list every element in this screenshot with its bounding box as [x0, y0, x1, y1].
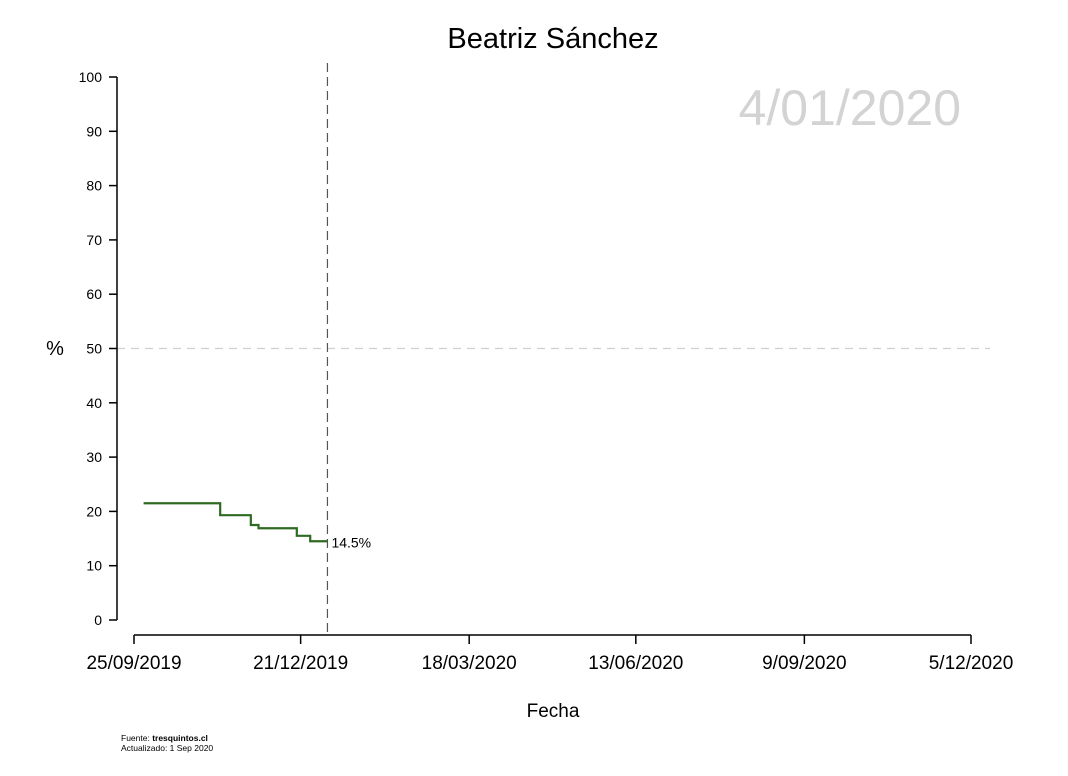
y-axis: 0 10 20 30 40 50 60 70 80 90 100	[79, 69, 118, 628]
y-tick-label: 80	[86, 178, 102, 194]
y-tick-label: 90	[86, 123, 102, 139]
x-tick-label: 21/12/2019	[253, 653, 348, 674]
footer: Fuente: tresquintos.cl Actualizado: 1 Se…	[121, 733, 213, 753]
x-axis-label: Fecha	[527, 701, 580, 722]
x-tick-label: 13/06/2020	[588, 653, 683, 674]
series-line	[143, 502, 328, 543]
series-end-label: 14.5%	[331, 534, 371, 550]
y-tick-label: 0	[94, 612, 102, 628]
x-tick-label: 9/09/2020	[762, 653, 847, 674]
y-tick-label: 30	[86, 449, 102, 465]
x-tick-label: 5/12/2020	[929, 653, 1014, 674]
x-tick-label: 18/03/2020	[422, 653, 517, 674]
y-axis-label: %	[46, 338, 64, 360]
y-tick-label: 60	[86, 286, 102, 302]
y-tick-label: 100	[79, 69, 103, 85]
footer-source: Fuente: tresquintos.cl	[121, 733, 213, 743]
y-tick-label: 50	[86, 341, 102, 357]
y-tick-label: 20	[86, 503, 102, 519]
series-layer: 14.5%	[143, 502, 371, 550]
y-tick-label: 40	[86, 395, 102, 411]
footer-updated: Actualizado: 1 Sep 2020	[121, 743, 214, 753]
y-tick-label: 70	[86, 232, 102, 248]
x-axis: 25/09/2019 21/12/2019 18/03/2020 13/06/2020…	[86, 634, 1014, 674]
current-date-watermark: 4/01/2020	[739, 80, 961, 136]
y-tick-label: 10	[86, 558, 102, 574]
footer-source-link[interactable]: tresquintos.cl	[152, 733, 208, 743]
x-tick-label: 25/09/2019	[86, 653, 181, 674]
grid	[117, 63, 990, 635]
footer-source-prefix: Fuente:	[121, 733, 153, 743]
chart-title: Beatriz Sánchez	[447, 23, 658, 55]
